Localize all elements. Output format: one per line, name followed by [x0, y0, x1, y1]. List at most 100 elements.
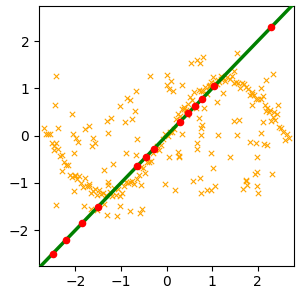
Point [124, 180, 129, 185]
Point [52, 144, 56, 149]
Point [151, 151, 155, 155]
Point [270, 171, 274, 176]
Point [120, 191, 124, 195]
Point [258, 97, 263, 102]
Point [99, 192, 104, 196]
Point [274, 111, 279, 116]
Point [95, 193, 100, 197]
Point [194, 146, 199, 151]
Point [109, 194, 114, 198]
Point [250, 91, 255, 96]
Point [54, 202, 59, 207]
Point [231, 81, 236, 85]
Point [105, 183, 110, 188]
Point [109, 115, 114, 120]
Point [232, 69, 237, 73]
Point [254, 97, 259, 101]
Point [186, 101, 190, 106]
Point [216, 78, 221, 82]
Point [194, 58, 199, 63]
Point [80, 221, 85, 225]
Point [134, 137, 139, 142]
Point [104, 212, 109, 217]
Point [271, 115, 275, 119]
Point [138, 211, 143, 215]
Point [91, 136, 95, 141]
Point [193, 104, 198, 108]
Point [76, 139, 81, 144]
Point [70, 175, 75, 179]
Point [167, 130, 172, 134]
Point [176, 112, 180, 116]
Point [128, 208, 133, 213]
Point [126, 181, 131, 185]
Point [89, 207, 94, 212]
Point [87, 183, 92, 188]
Point [272, 110, 277, 115]
Point [236, 81, 240, 86]
Point [256, 97, 261, 101]
Point [266, 109, 271, 114]
Point [197, 175, 202, 180]
Point [167, 155, 172, 160]
Point [229, 74, 234, 78]
Point [134, 164, 139, 169]
Point [220, 90, 225, 95]
Point [223, 79, 228, 83]
Point [186, 111, 191, 115]
Point [219, 74, 224, 78]
Point [106, 131, 111, 136]
Point [153, 146, 158, 151]
Point [82, 204, 86, 209]
Point [211, 74, 215, 79]
Point [283, 137, 288, 142]
Point [157, 147, 162, 152]
Point [196, 88, 201, 93]
Point [168, 78, 173, 83]
Point [171, 127, 176, 132]
Point [45, 132, 50, 136]
Point [217, 80, 222, 84]
Point [89, 191, 94, 195]
Point [105, 180, 110, 185]
Point [185, 113, 190, 118]
Point [164, 72, 169, 77]
Point [152, 147, 156, 151]
Point [225, 75, 230, 80]
Point [208, 80, 213, 85]
Point [215, 99, 220, 104]
Point [163, 131, 168, 136]
Point [78, 181, 83, 185]
Point [188, 94, 193, 99]
Point [197, 60, 202, 65]
Point [194, 103, 199, 108]
Point [54, 140, 58, 145]
Point [93, 187, 98, 192]
Point [264, 105, 269, 110]
Point [263, 109, 268, 114]
Point [255, 191, 260, 196]
Point [64, 162, 69, 167]
Point [59, 169, 64, 174]
Point [190, 178, 195, 183]
Point [208, 82, 212, 87]
Point [116, 187, 120, 191]
Point [122, 120, 127, 125]
Point [262, 142, 266, 147]
Point [90, 143, 95, 148]
Point [114, 214, 119, 219]
Point [209, 188, 214, 193]
Point [255, 155, 260, 160]
Point [235, 50, 239, 55]
Point [41, 126, 46, 131]
Point [128, 180, 133, 185]
Point [259, 131, 263, 135]
Point [231, 119, 236, 124]
Point [240, 186, 245, 191]
Point [104, 119, 109, 124]
Point [254, 183, 259, 188]
Point [43, 131, 48, 136]
Point [228, 155, 232, 159]
Point [144, 155, 148, 159]
Point [132, 109, 137, 113]
